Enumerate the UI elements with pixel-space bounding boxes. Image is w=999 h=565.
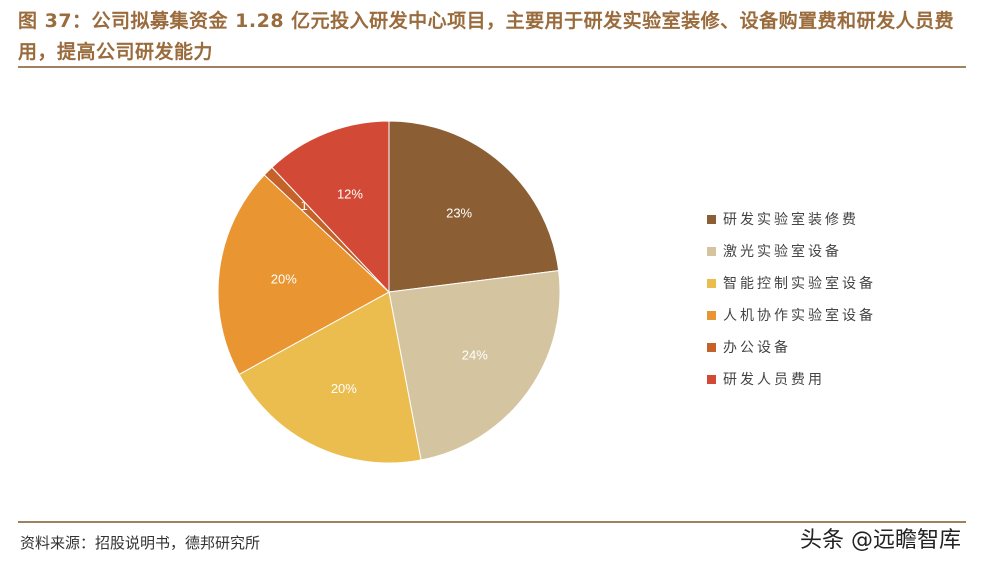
legend-item: 研发人员费用	[707, 363, 876, 395]
title-divider	[18, 66, 966, 68]
figure-title: 图 37：公司拟募集资金 1.28 亿元投入研发中心项目，主要用于研发实验室装修…	[18, 10, 955, 63]
pie-slice	[388, 270, 561, 461]
legend-item: 办公设备	[707, 331, 876, 363]
pie-slice	[388, 120, 560, 293]
legend-swatch	[707, 278, 716, 288]
footer-divider	[18, 521, 966, 523]
pie-chart: 23%24%20%20%1%12%	[217, 120, 561, 464]
legend-item: 研发实验室装修费	[707, 203, 876, 235]
legend-label: 激光实验室设备	[723, 244, 842, 260]
pie-slice	[271, 120, 390, 294]
data-label: 20%	[271, 272, 297, 287]
legend-label: 人机协作实验室设备	[723, 308, 876, 324]
watermark: 头条 @远瞻智库	[800, 528, 961, 553]
data-label: 12%	[337, 186, 363, 201]
legend-item: 激光实验室设备	[707, 235, 876, 267]
legend-swatch	[707, 342, 716, 352]
legend-label: 研发实验室装修费	[723, 212, 859, 228]
source-note: 资料来源：招股说明书，德邦研究所	[20, 534, 261, 552]
data-label: 24%	[462, 347, 488, 362]
legend-swatch	[707, 214, 716, 224]
data-label: 23%	[446, 205, 472, 220]
legend-swatch	[707, 310, 716, 320]
legend-label: 研发人员费用	[723, 372, 825, 388]
legend-item: 人机协作实验室设备	[707, 299, 876, 331]
legend-label: 办公设备	[723, 340, 791, 356]
pie-slice	[217, 174, 390, 376]
legend: 研发实验室装修费 激光实验室设备智能控制实验室设备 人机协作实验室设备 办公设备研发人…	[707, 203, 876, 395]
data-label: 20%	[331, 381, 357, 396]
legend-label: 智能控制实验室设备	[723, 276, 876, 292]
legend-item: 智能控制实验室设备	[707, 267, 876, 299]
legend-swatch	[707, 246, 716, 256]
legend-swatch	[707, 374, 716, 384]
pie-slice	[238, 291, 422, 464]
